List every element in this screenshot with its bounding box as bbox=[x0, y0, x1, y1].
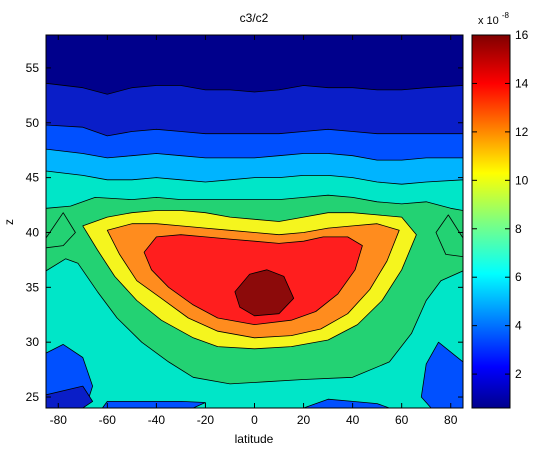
x-tick-label: 40 bbox=[346, 413, 360, 427]
contour-band-green-low bbox=[46, 258, 463, 408]
colorbar-exponent-base: x 10 bbox=[478, 15, 499, 27]
colorbar-gradient bbox=[471, 34, 511, 409]
colorbar-exponent-power: -8 bbox=[502, 11, 510, 20]
contour-band-low-mid2-blue bbox=[303, 398, 390, 408]
x-axis-ticks: -80 -60 -40 -20 0 20 40 60 80 bbox=[50, 35, 458, 427]
chart-title: c3/c2 bbox=[240, 11, 269, 25]
colorbar-tick-label: 16 bbox=[515, 28, 529, 42]
colorbar-tick-label: 12 bbox=[515, 125, 529, 139]
y-tick-label: 25 bbox=[26, 390, 40, 404]
contour-band-low-mid-blue bbox=[102, 400, 206, 408]
colorbar-tick-label: 10 bbox=[515, 173, 529, 187]
y-tick-label: 55 bbox=[26, 61, 40, 75]
x-tick-label: -80 bbox=[50, 413, 68, 427]
colorbar-tick-label: 8 bbox=[515, 222, 522, 236]
contour-band-peak bbox=[234, 269, 295, 317]
x-tick-label: -40 bbox=[148, 413, 166, 427]
contour-band-low-left-navy bbox=[46, 385, 93, 408]
y-tick-label: 30 bbox=[26, 335, 40, 349]
plot-area: -80 -60 -40 -20 0 20 40 60 80 25 30 35 40 45 50 55 bbox=[26, 34, 464, 427]
contour-bands bbox=[46, 82, 463, 408]
x-axis-label: latitude bbox=[235, 432, 274, 446]
colorbar-tick-label: 14 bbox=[515, 76, 529, 90]
x-tick-label: 60 bbox=[395, 413, 409, 427]
colorbar-ticks: 2 4 6 8 10 12 14 16 bbox=[472, 28, 529, 381]
y-tick-label: 50 bbox=[26, 116, 40, 130]
y-axis-label: z bbox=[2, 219, 16, 225]
x-tick-label: -60 bbox=[99, 413, 117, 427]
colorbar-tick-label: 4 bbox=[515, 319, 522, 333]
y-tick-label: 35 bbox=[26, 280, 40, 294]
contour-band-10e-8-inner bbox=[46, 212, 76, 249]
colorbar-tick-label: 2 bbox=[515, 367, 522, 381]
y-tick-label: 40 bbox=[26, 225, 40, 239]
colorbar: 2 4 6 8 10 12 14 16 x 10 -8 bbox=[471, 11, 529, 409]
contour-band-10e-8-inner-right bbox=[435, 214, 463, 258]
contour-band-low-right-blue bbox=[420, 341, 463, 408]
y-axis-ticks: 25 30 35 40 45 50 55 bbox=[26, 61, 463, 404]
x-tick-label: 80 bbox=[444, 413, 458, 427]
x-tick-label: 20 bbox=[297, 413, 311, 427]
colorbar-exponent: x 10 -8 bbox=[478, 11, 510, 27]
x-tick-label: 0 bbox=[251, 413, 258, 427]
colorbar-tick-label: 6 bbox=[515, 270, 522, 284]
x-tick-label: -20 bbox=[197, 413, 215, 427]
y-tick-label: 45 bbox=[26, 171, 40, 185]
